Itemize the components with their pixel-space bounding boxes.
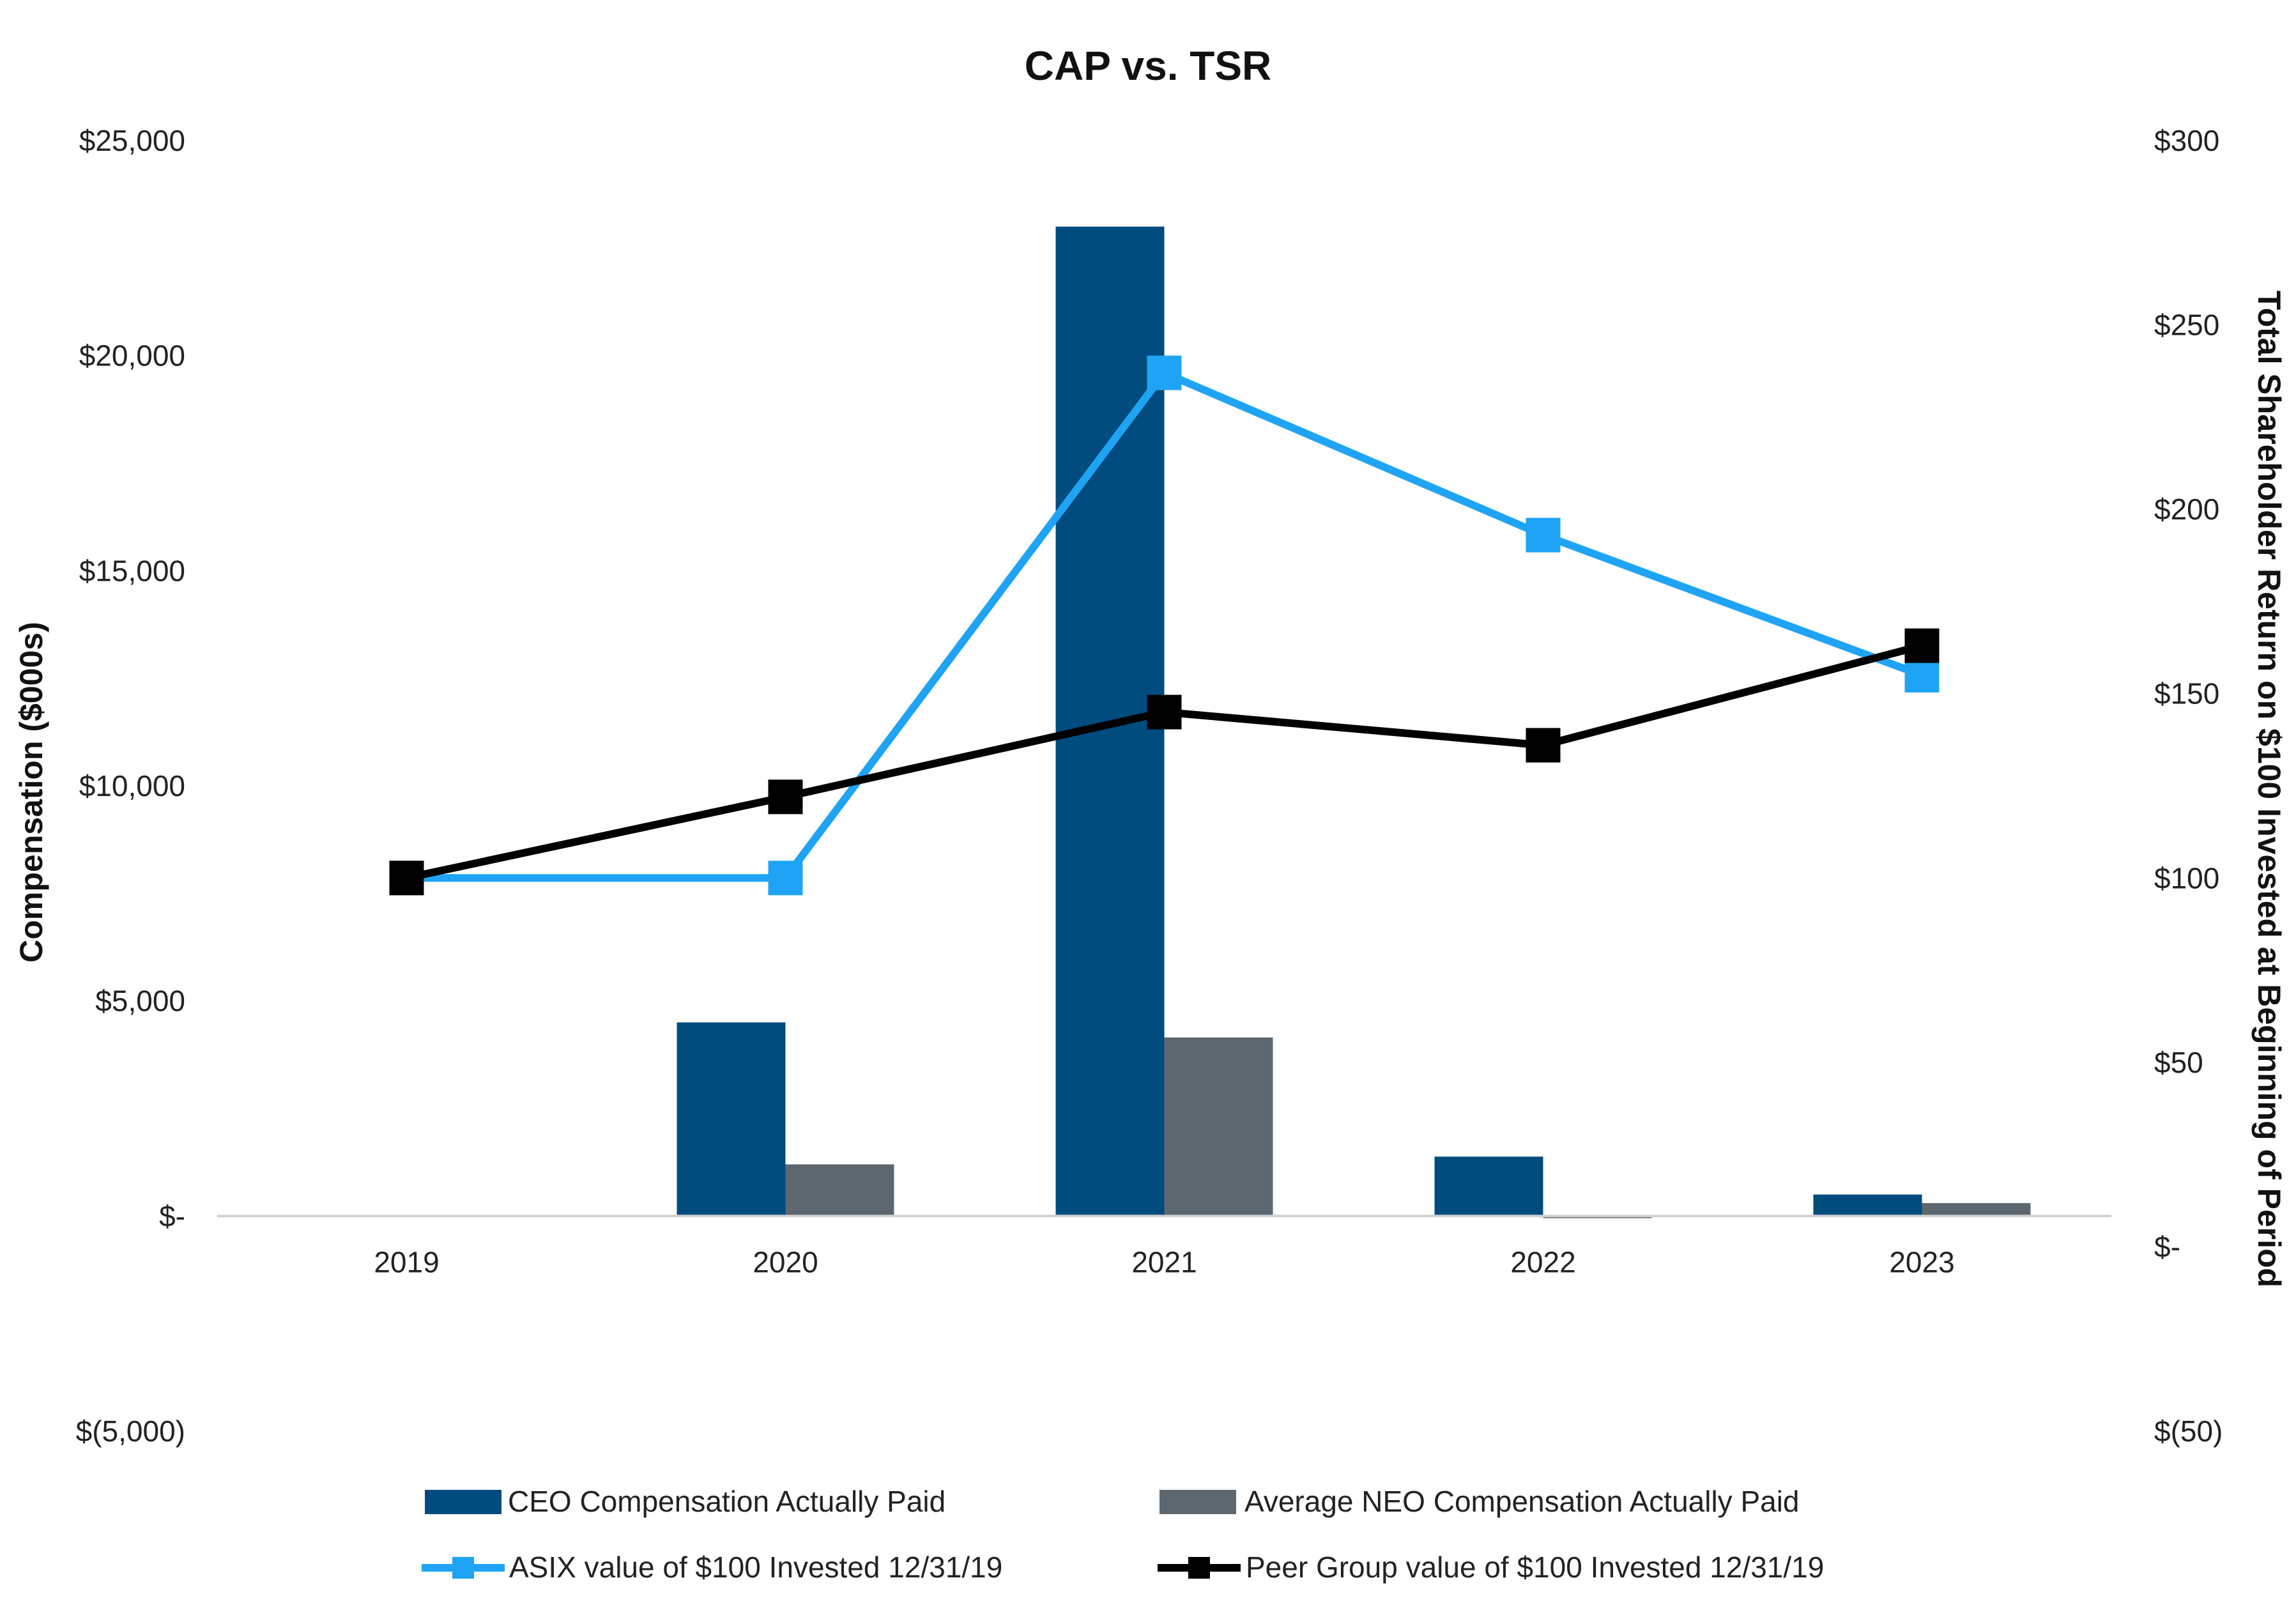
neo-bar-2021 <box>1164 1037 1273 1216</box>
legend: CEO Compensation Actually Paid Average N… <box>422 1485 1824 1584</box>
neo-bar-2023 <box>1922 1203 2031 1216</box>
right-tick-label: $(50) <box>2154 1414 2223 1448</box>
left-tick-label: $25,000 <box>79 124 185 157</box>
left-axis-title: Compensation ($000s) <box>13 622 49 962</box>
chart-title: CAP vs. TSR <box>1025 43 1272 89</box>
x-tick-label: 2021 <box>1131 1245 1197 1278</box>
left-tick-label: $- <box>159 1199 185 1232</box>
left-tick-label: $20,000 <box>79 339 185 372</box>
x-axis-labels: 2019 2020 2021 2022 2023 <box>374 1245 1954 1278</box>
neo-bar-2020 <box>785 1164 894 1216</box>
peer-marker-2021 <box>1147 694 1182 730</box>
right-tick-label: $300 <box>2154 124 2219 157</box>
bar-series <box>677 226 2031 1218</box>
right-tick-label: $200 <box>2154 493 2219 526</box>
legend-label-asix: ASIX value of $100 Invested 12/31/19 <box>509 1551 1002 1584</box>
legend-marker-asix <box>452 1557 474 1579</box>
legend-label-neo: Average NEO Compensation Actually Paid <box>1244 1485 1800 1518</box>
left-axis-ticks: $25,000 $20,000 $15,000 $10,000 $5,000 $- $(5,… <box>76 124 185 1448</box>
legend-label-ceo: CEO Compensation Actually Paid <box>508 1485 945 1518</box>
asix-marker-2022 <box>1526 517 1561 553</box>
left-tick-label: $5,000 <box>95 985 185 1018</box>
ceo-bar-2020 <box>677 1022 786 1216</box>
right-tick-label: $50 <box>2154 1046 2203 1079</box>
ceo-bar-2023 <box>1813 1194 1922 1216</box>
legend-item-ceo: CEO Compensation Actually Paid <box>425 1485 945 1518</box>
asix-marker-2020 <box>768 861 803 896</box>
asix-marker-2021 <box>1147 355 1182 390</box>
line-series <box>389 355 1940 896</box>
legend-item-neo: Average NEO Compensation Actually Paid <box>1159 1485 1800 1518</box>
right-tick-label: $- <box>2154 1230 2180 1263</box>
ceo-bar-2022 <box>1434 1156 1543 1216</box>
right-axis-ticks: $300 $250 $200 $150 $100 $50 $- $(50) <box>2154 124 2223 1448</box>
x-tick-label: 2022 <box>1510 1245 1575 1278</box>
legend-label-peer: Peer Group value of $100 Invested 12/31/… <box>1246 1551 1824 1584</box>
left-tick-label: $(5,000) <box>76 1414 185 1448</box>
left-tick-label: $10,000 <box>79 769 185 802</box>
asix-marker-2023 <box>1904 657 1940 693</box>
legend-swatch-ceo <box>425 1490 501 1514</box>
legend-marker-peer <box>1188 1557 1210 1579</box>
right-axis-title: Total Shareholder Return on $100 Investe… <box>2251 291 2287 1287</box>
peer-marker-2019 <box>389 861 424 896</box>
peer-marker-2020 <box>768 779 803 815</box>
legend-item-asix: ASIX value of $100 Invested 12/31/19 <box>422 1551 1002 1584</box>
left-tick-label: $15,000 <box>79 554 185 587</box>
peer-marker-2022 <box>1526 728 1561 763</box>
legend-swatch-neo <box>1159 1490 1236 1514</box>
right-tick-label: $250 <box>2154 309 2219 342</box>
legend-item-peer: Peer Group value of $100 Invested 12/31/… <box>1158 1551 1824 1584</box>
x-tick-label: 2020 <box>753 1245 818 1278</box>
x-tick-label: 2023 <box>1889 1245 1954 1278</box>
x-tick-label: 2019 <box>374 1245 439 1278</box>
right-tick-label: $150 <box>2154 677 2219 710</box>
peer-marker-2023 <box>1904 628 1940 663</box>
right-tick-label: $100 <box>2154 861 2219 894</box>
